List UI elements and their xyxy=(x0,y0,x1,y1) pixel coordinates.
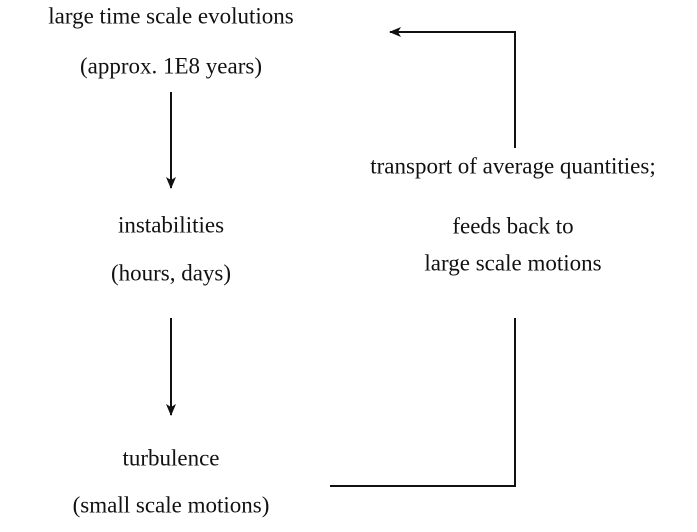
feedback-arrow xyxy=(389,27,516,148)
node-label: large time scale evolutions xyxy=(48,3,294,28)
node-label: (approx. 1E8 years) xyxy=(80,53,262,78)
node-label: turbulence xyxy=(122,445,219,470)
feedback-line xyxy=(330,318,516,487)
node-label: (small scale motions) xyxy=(73,492,270,517)
feedback-label: feeds back to xyxy=(452,213,573,238)
feedback-label: large scale motions xyxy=(424,250,601,275)
feedback-label: transport of average quantities; xyxy=(370,153,655,178)
node-label: instabilities xyxy=(118,212,224,237)
node-label: (hours, days) xyxy=(111,260,231,285)
